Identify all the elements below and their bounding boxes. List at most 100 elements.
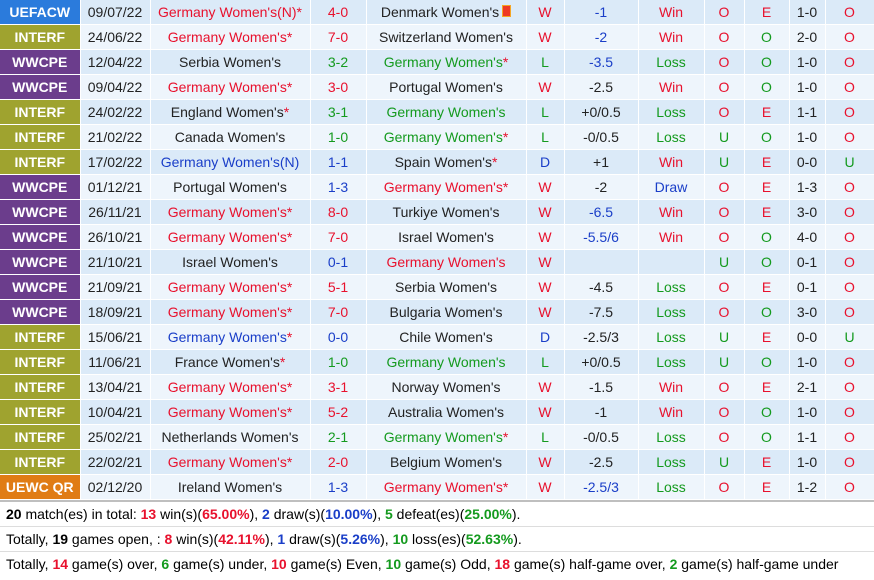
away-team-name[interactable]: Germany Women's [383,179,503,195]
away-team-name[interactable]: Norway Women's [391,379,501,395]
home-team-name[interactable]: Portugal Women's [173,179,287,195]
competition-badge[interactable]: INTERF [0,374,81,400]
match-score[interactable]: 1-3 [310,474,367,500]
competition-badge[interactable]: UEWC QR [0,474,81,500]
away-team-name[interactable]: Spain Women's [394,154,492,170]
away-team[interactable]: Germany Women's [366,99,527,125]
away-team[interactable]: Belgium Women's [366,449,527,475]
away-team[interactable]: Germany Women's* [366,474,527,500]
home-team-name[interactable]: Germany Women's [167,404,287,420]
away-team[interactable]: Bulgaria Women's [366,299,527,325]
competition-badge[interactable]: INTERF [0,399,81,425]
home-team-name[interactable]: Germany Women's [167,29,287,45]
match-score[interactable]: 5-2 [310,399,367,425]
home-team-name[interactable]: Germany Women's [167,379,287,395]
home-team[interactable]: England Women's* [150,99,311,125]
match-score[interactable]: 1-0 [310,349,367,375]
match-score[interactable]: 7-0 [310,24,367,50]
competition-badge[interactable]: WWCPE [0,249,81,275]
home-team[interactable]: Germany Women's* [150,274,311,300]
away-team-name[interactable]: Australia Women's [387,404,504,420]
home-team[interactable]: Portugal Women's [150,174,311,200]
home-team-name[interactable]: Germany Women's(N) [160,154,300,170]
home-team-name[interactable]: Canada Women's [174,129,286,145]
competition-badge[interactable]: INTERF [0,99,81,125]
competition-badge[interactable]: INTERF [0,149,81,175]
home-team[interactable]: Netherlands Women's [150,424,311,450]
match-score[interactable]: 3-1 [310,374,367,400]
home-team[interactable]: Germany Women's* [150,24,311,50]
home-team-name[interactable]: Netherlands Women's [161,429,299,445]
away-team[interactable]: Germany Women's* [366,424,527,450]
home-team-name[interactable]: Ireland Women's [177,479,283,495]
home-team-name[interactable]: Germany Women's [167,204,287,220]
competition-badge[interactable]: INTERF [0,324,81,350]
match-score[interactable]: 3-1 [310,99,367,125]
home-team-name[interactable]: Germany Women's [167,279,287,295]
match-score[interactable]: 0-1 [310,249,367,275]
away-team-name[interactable]: Germany Women's [386,104,506,120]
away-team-name[interactable]: Serbia Women's [394,279,497,295]
home-team[interactable]: Germany Women's* [150,399,311,425]
home-team[interactable]: Germany Women's* [150,224,311,250]
competition-badge[interactable]: WWCPE [0,74,81,100]
away-team[interactable]: Switzerland Women's [366,24,527,50]
match-score[interactable]: 1-3 [310,174,367,200]
home-team-name[interactable]: Germany Women's [167,304,287,320]
away-team-name[interactable]: Germany Women's [383,479,503,495]
away-team[interactable]: Norway Women's [366,374,527,400]
match-score[interactable]: 4-0 [310,0,367,25]
home-team-name[interactable]: Germany Women's [167,229,287,245]
away-team-name[interactable]: Germany Women's [383,129,503,145]
away-team[interactable]: Turkiye Women's [366,199,527,225]
home-team-name[interactable]: Germany Women's [167,454,287,470]
match-score[interactable]: 1-1 [310,149,367,175]
competition-badge[interactable]: INTERF [0,449,81,475]
home-team-name[interactable]: France Women's [174,354,280,370]
match-score[interactable]: 7-0 [310,299,367,325]
match-score[interactable]: 7-0 [310,224,367,250]
competition-badge[interactable]: WWCPE [0,49,81,75]
away-team-name[interactable]: Chile Women's [399,329,493,345]
away-team[interactable]: Denmark Women's [366,0,527,25]
home-team[interactable]: Germany Women's* [150,374,311,400]
away-team[interactable]: Germany Women's [366,249,527,275]
home-team[interactable]: Germany Women's* [150,74,311,100]
home-team[interactable]: Ireland Women's [150,474,311,500]
away-team-name[interactable]: Switzerland Women's [379,29,513,45]
match-score[interactable]: 0-0 [310,324,367,350]
competition-badge[interactable]: WWCPE [0,199,81,225]
home-team[interactable]: Germany Women's(N) [150,149,311,175]
away-team[interactable]: Australia Women's [366,399,527,425]
away-team-name[interactable]: Turkiye Women's [392,204,500,220]
competition-badge[interactable]: UEFACW [0,0,81,25]
competition-badge[interactable]: INTERF [0,424,81,450]
competition-badge[interactable]: INTERF [0,124,81,150]
away-team-name[interactable]: Germany Women's [383,429,503,445]
away-team-name[interactable]: Germany Women's [386,254,506,270]
home-team[interactable]: Germany Women's(N)* [150,0,311,25]
match-score[interactable]: 2-1 [310,424,367,450]
away-team[interactable]: Israel Women's [366,224,527,250]
home-team-name[interactable]: England Women's [170,104,284,120]
competition-badge[interactable]: WWCPE [0,299,81,325]
home-team[interactable]: Serbia Women's [150,49,311,75]
away-team-name[interactable]: Portugal Women's [389,79,503,95]
home-team[interactable]: Germany Women's* [150,199,311,225]
match-score[interactable]: 1-0 [310,124,367,150]
home-team[interactable]: Germany Women's* [150,324,311,350]
home-team[interactable]: Germany Women's* [150,449,311,475]
away-team-name[interactable]: Denmark Women's [380,4,500,20]
home-team[interactable]: Israel Women's [150,249,311,275]
away-team[interactable]: Germany Women's* [366,49,527,75]
home-team-name[interactable]: Serbia Women's [178,54,281,70]
away-team-name[interactable]: Belgium Women's [389,454,503,470]
competition-badge[interactable]: WWCPE [0,274,81,300]
away-team-name[interactable]: Germany Women's [386,354,506,370]
home-team[interactable]: Germany Women's* [150,299,311,325]
competition-badge[interactable]: INTERF [0,349,81,375]
match-score[interactable]: 2-0 [310,449,367,475]
match-score[interactable]: 5-1 [310,274,367,300]
home-team-name[interactable]: Israel Women's [182,254,278,270]
away-team[interactable]: Serbia Women's [366,274,527,300]
